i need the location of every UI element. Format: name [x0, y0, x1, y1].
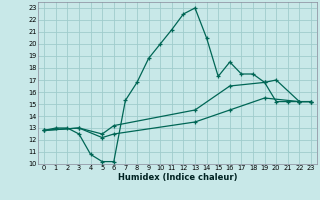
X-axis label: Humidex (Indice chaleur): Humidex (Indice chaleur): [118, 173, 237, 182]
